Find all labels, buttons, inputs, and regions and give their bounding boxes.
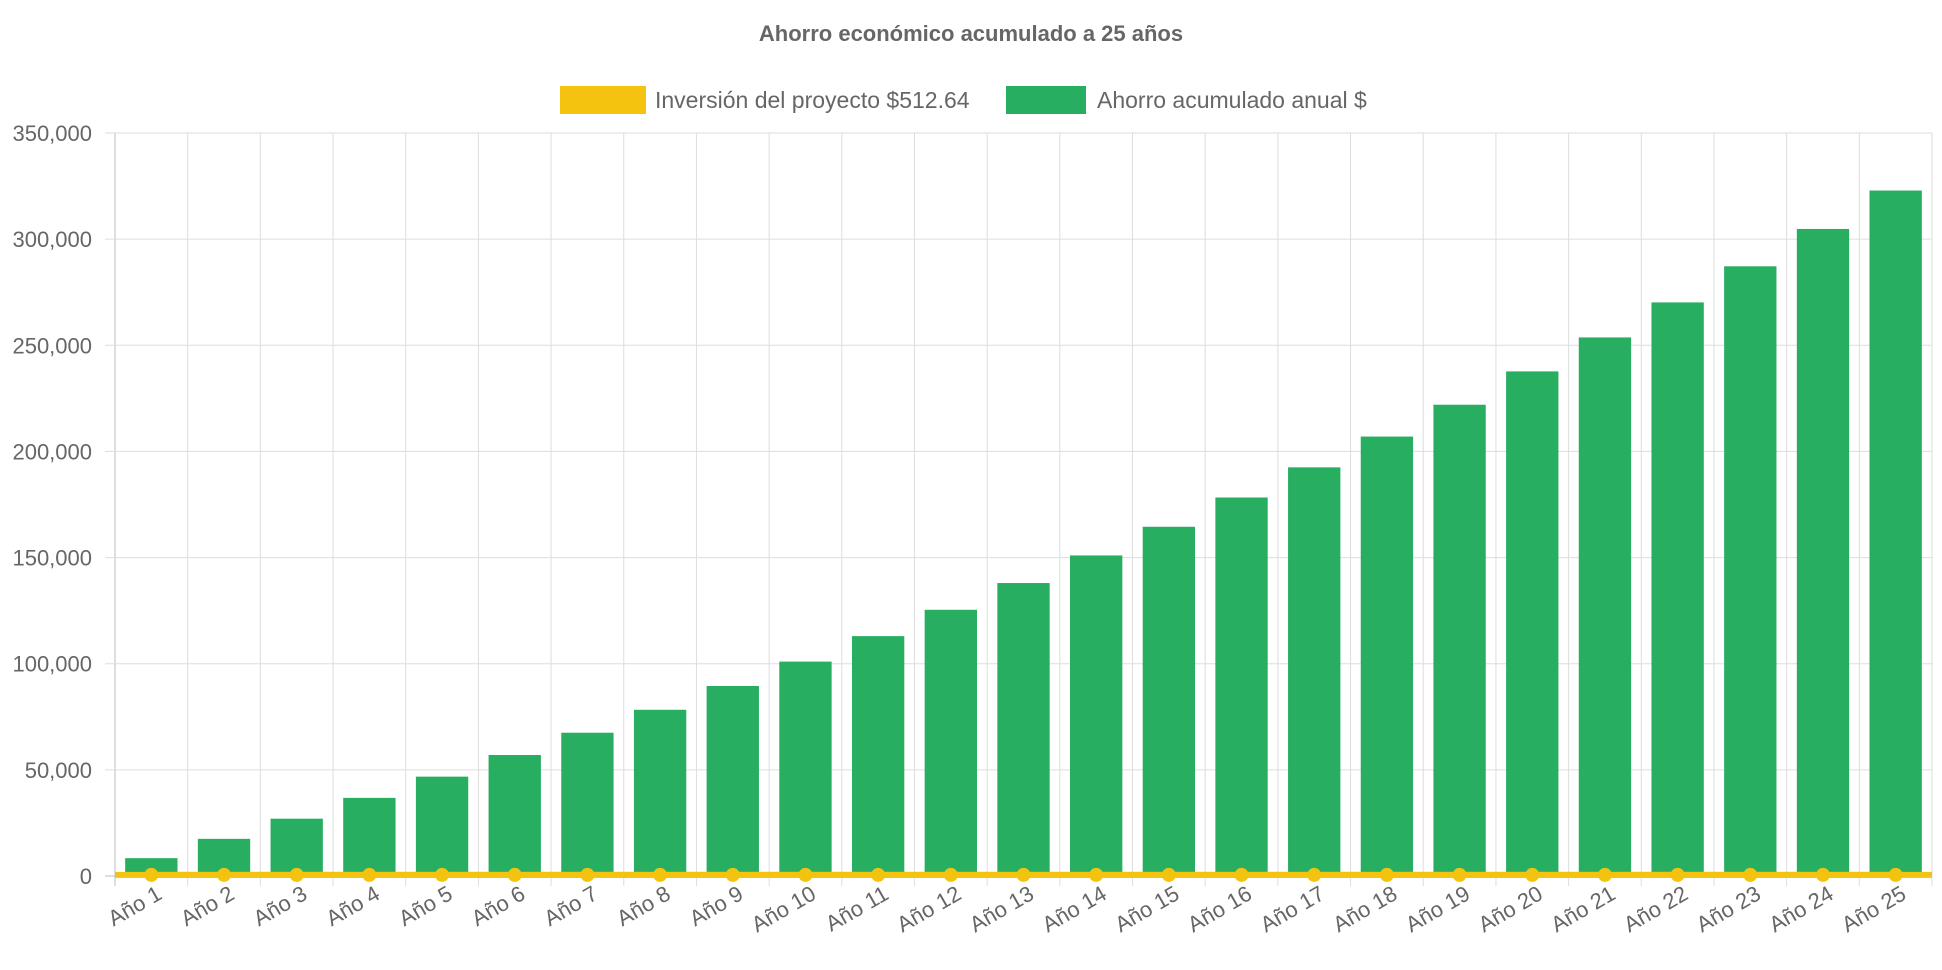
x-tick-label: Año 24 [1765,881,1838,938]
x-tick-label: Año 6 [467,881,529,931]
x-tick-label: Año 4 [322,881,384,931]
point-inversion[interactable] [1815,867,1830,882]
point-inversion[interactable] [1089,867,1104,882]
chart-title: Ahorro económico acumulado a 25 años [759,21,1183,46]
x-tick-label: Año 7 [540,881,602,931]
x-tick-label: Año 17 [1256,881,1329,938]
point-inversion[interactable] [1452,867,1467,882]
point-inversion[interactable] [507,867,522,882]
point-inversion[interactable] [580,867,595,882]
bar-ahorro[interactable] [1433,404,1486,876]
y-tick-label: 300,000 [12,227,92,252]
point-inversion[interactable] [1888,867,1903,882]
bar-ahorro[interactable] [1506,371,1559,876]
x-tick-label: Año 20 [1474,881,1547,938]
bar-ahorro[interactable] [1288,467,1341,876]
point-inversion[interactable] [943,867,958,882]
x-tick-label: Año 3 [249,881,311,931]
x-tick-label: Año 12 [892,881,965,938]
point-inversion[interactable] [1743,867,1758,882]
bar-ahorro[interactable] [633,709,687,876]
bar-ahorro[interactable] [561,732,614,876]
bar-ahorro[interactable] [924,609,977,876]
point-inversion[interactable] [725,867,740,882]
bar-ahorro[interactable] [1360,436,1414,876]
legend-item-inversion[interactable]: Inversión del proyecto $512.64 [560,86,970,114]
line-inversion [115,867,1932,882]
point-inversion[interactable] [1670,867,1685,882]
y-tick-label: 50,000 [25,758,92,783]
bar-ahorro[interactable] [851,636,905,876]
point-inversion[interactable] [1016,867,1031,882]
x-tick-label: Año 25 [1837,881,1910,938]
x-tick-label: Año 11 [821,881,892,937]
bar-ahorro[interactable] [270,818,323,876]
point-inversion[interactable] [653,867,668,882]
y-tick-label: 100,000 [12,652,92,677]
x-axis-ticks: Año 1 Año 2 Año 3 Año 4 Año 5 Año 6 Año 7 Año 8… [104,881,1911,938]
point-inversion[interactable] [217,867,232,882]
y-tick-label: 250,000 [12,333,92,358]
point-inversion[interactable] [1161,867,1176,882]
bar-ahorro[interactable] [997,583,1050,876]
x-tick-label: Año 1 [104,881,166,931]
bar-ahorro[interactable] [1651,302,1704,876]
x-tick-label: Año 23 [1692,881,1765,938]
bar-ahorro[interactable] [1578,337,1632,876]
bar-ahorro[interactable] [1869,190,1922,877]
x-tick-label: Año 13 [965,881,1038,938]
point-inversion[interactable] [1597,867,1612,882]
point-inversion[interactable] [1307,867,1322,882]
bar-ahorro[interactable] [415,776,469,876]
x-tick-label: Año 5 [394,881,456,931]
legend-item-ahorro[interactable]: Ahorro acumulado anual $ [1006,86,1367,114]
bar-ahorro[interactable] [1215,497,1268,876]
point-inversion[interactable] [1379,867,1394,882]
legend-label-inversion: Inversión del proyecto $512.64 [655,87,970,113]
vertical-gridlines [114,133,1933,886]
point-inversion[interactable] [1525,867,1540,882]
point-inversion[interactable] [871,867,886,882]
bar-ahorro[interactable] [125,858,178,876]
x-tick-label: Año 18 [1329,881,1402,938]
bar-ahorro[interactable] [706,686,759,876]
bar-ahorro[interactable] [1070,555,1123,876]
bar-ahorro[interactable] [1142,526,1196,876]
y-tick-label: 350,000 [12,121,92,146]
y-tick-label: 150,000 [12,546,92,571]
x-tick-label: Año 10 [747,881,820,938]
x-tick-label: Año 21 [1547,881,1620,938]
point-inversion[interactable] [435,867,450,882]
y-axis-ticks: 0 50,000 100,000 150,000 200,000 250,000 300,0… [12,121,92,889]
bar-ahorro[interactable] [1724,266,1777,876]
x-tick-label: Año 9 [685,881,747,931]
legend: Inversión del proyecto $512.64 Ahorro ac… [560,86,1367,114]
bar-ahorro[interactable] [1796,228,1850,877]
bar-ahorro[interactable] [343,797,396,876]
point-inversion[interactable] [289,867,304,882]
x-tick-label: Año 19 [1401,881,1474,938]
point-inversion[interactable] [362,867,377,882]
point-inversion[interactable] [1234,867,1249,882]
bar-ahorro[interactable] [488,754,541,876]
bars-ahorro [125,190,1922,877]
legend-swatch-ahorro [1006,86,1086,114]
x-tick-label: Año 14 [1038,881,1111,938]
y-tick-label: 200,000 [12,439,92,464]
x-tick-label: Año 22 [1619,881,1692,938]
legend-swatch-inversion [560,86,646,114]
x-tick-label: Año 15 [1110,881,1183,938]
x-tick-label: Año 8 [612,881,674,931]
y-tick-label: 0 [80,864,92,889]
x-tick-label: Año 2 [176,881,238,931]
legend-label-ahorro: Ahorro acumulado anual $ [1097,87,1367,113]
x-tick-label: Año 16 [1183,881,1256,938]
point-inversion[interactable] [144,867,159,882]
point-inversion[interactable] [798,867,813,882]
bar-ahorro[interactable] [779,661,832,876]
